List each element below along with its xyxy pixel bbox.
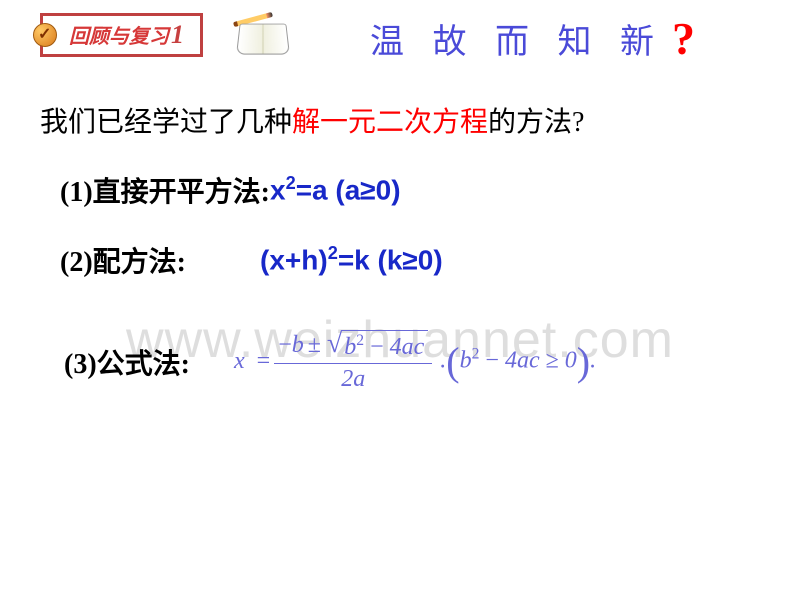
- formula-equals: =: [257, 348, 271, 375]
- page-title-group: 温 故 而 知 新 ?: [370, 12, 695, 65]
- book-icon: [233, 13, 293, 58]
- formula-numerator: −b ± √ b2 − 4ac: [274, 330, 432, 361]
- book-pages-icon: [236, 23, 290, 54]
- question-prefix: 我们已经学过了几种: [40, 107, 292, 138]
- fraction-line: [274, 363, 432, 364]
- method-2-label: (2)配方法:: [60, 240, 260, 280]
- method-1-formula: x2=a (a≥0): [270, 173, 401, 206]
- quadratic-formula: x = −b ± √ b2 − 4ac 2a .(b2 − 4ac: [234, 330, 596, 393]
- question-suffix: 的方法?: [488, 107, 584, 138]
- discriminant: b2 − 4ac: [342, 330, 428, 361]
- page-title: 温 故 而 知 新: [370, 14, 664, 63]
- method-1-label: (1)直接开平方法:: [60, 170, 270, 210]
- formula-fraction: −b ± √ b2 − 4ac 2a: [274, 330, 432, 393]
- review-box: 回顾与复习1: [40, 13, 203, 57]
- sqrt-container: √ b2 − 4ac: [327, 330, 428, 361]
- plus-minus: ±: [308, 332, 321, 359]
- sqrt-icon: √: [327, 330, 342, 358]
- main-question: 我们已经学过了几种解一元二次方程的方法?: [40, 100, 760, 140]
- method-2-formula: (x+h)2=k (k≥0): [260, 243, 443, 276]
- checkmark-ball-icon: [33, 23, 57, 47]
- title-question-mark: ?: [672, 12, 695, 65]
- formula-x: x: [234, 348, 245, 375]
- formula-denominator: 2a: [337, 366, 369, 393]
- method-2-row: (2)配方法: (x+h)2=k (k≥0): [40, 240, 760, 280]
- formula-condition: .(b2 − 4ac ≥ 0).: [440, 342, 596, 382]
- method-1-row: (1)直接开平方法: x2=a (a≥0): [40, 170, 760, 210]
- content-area: 我们已经学过了几种解一元二次方程的方法? (1)直接开平方法: x2=a (a≥…: [0, 70, 800, 393]
- review-number: 1: [171, 20, 184, 49]
- method-3-label: (3)公式法:: [64, 342, 224, 382]
- header: 回顾与复习1 温 故 而 知 新 ?: [0, 0, 800, 70]
- method-3-row: (3)公式法: x = −b ± √ b2 − 4ac 2a: [40, 330, 760, 393]
- review-label: 回顾与复习: [69, 26, 169, 48]
- question-highlight: 解一元二次方程: [292, 107, 488, 138]
